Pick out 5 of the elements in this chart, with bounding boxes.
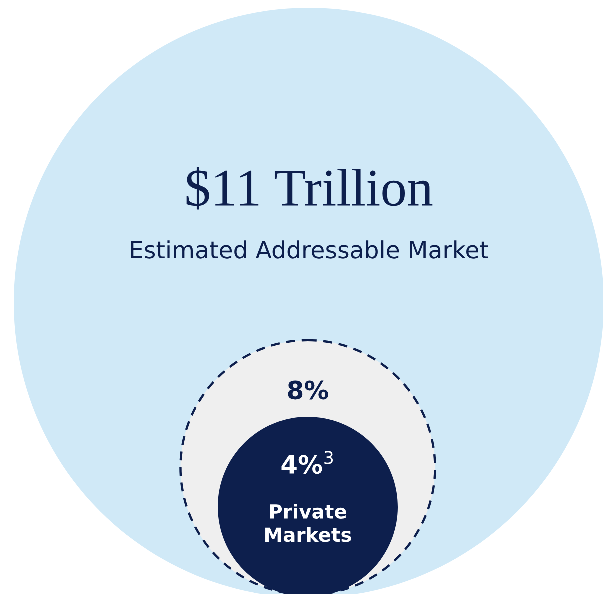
text: $11 Trillion: [186, 167, 433, 210]
data-label: 8%: [288, 380, 328, 400]
data-label: 4%$^{3}$: [282, 451, 334, 474]
category-label: Private Markets: [266, 504, 352, 542]
text: Estimated Addressable Market: [131, 240, 488, 259]
